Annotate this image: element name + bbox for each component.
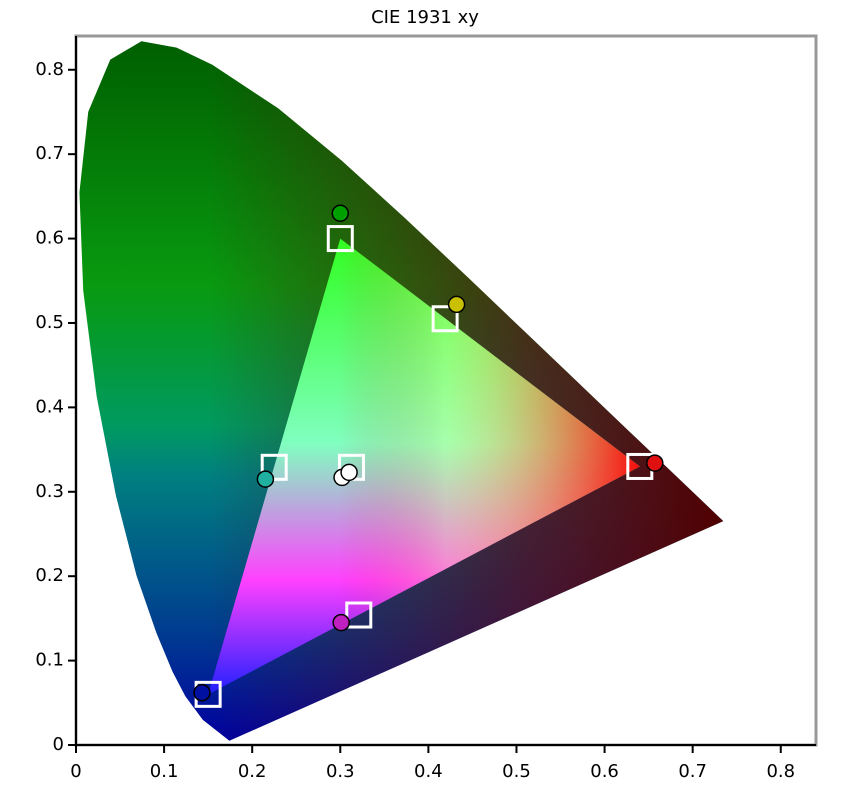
x-tick-label: 0.5 (502, 761, 531, 782)
x-tick-label: 0.7 (678, 761, 707, 782)
x-tick-label: 0.2 (238, 761, 267, 782)
y-tick-label: 0.3 (35, 481, 64, 502)
y-tick-label: 0.8 (35, 59, 64, 80)
x-tick-label: 0.4 (414, 761, 443, 782)
target-marker (345, 601, 373, 629)
x-tick-label: 0 (70, 761, 81, 782)
y-tick-label: 0.6 (35, 228, 64, 249)
measured-marker (193, 683, 211, 702)
measured-marker (332, 613, 350, 632)
measured-marker (331, 204, 350, 222)
x-tick-label: 0.3 (326, 761, 355, 782)
chart-title: CIE 1931 xy (371, 7, 479, 28)
y-tick-label: 0.5 (35, 312, 64, 333)
measured-marker (646, 454, 664, 472)
y-tick-label: 0 (53, 734, 64, 755)
measured-marker (447, 295, 466, 314)
measured-marker (340, 463, 358, 482)
measured-marker (256, 470, 275, 488)
target-marker (260, 453, 288, 481)
y-tick-label: 0.1 (35, 650, 64, 671)
x-tick-label: 0.1 (150, 761, 179, 782)
target-marker (326, 225, 354, 253)
y-tick-label: 0.7 (35, 143, 64, 164)
y-tick-label: 0.4 (35, 396, 64, 417)
x-tick-label: 0.6 (590, 761, 619, 782)
x-tick-label: 0.8 (766, 761, 795, 782)
y-tick-label: 0.2 (35, 565, 64, 586)
gamut-triangle-shade (208, 238, 640, 695)
target-marker (431, 305, 459, 333)
